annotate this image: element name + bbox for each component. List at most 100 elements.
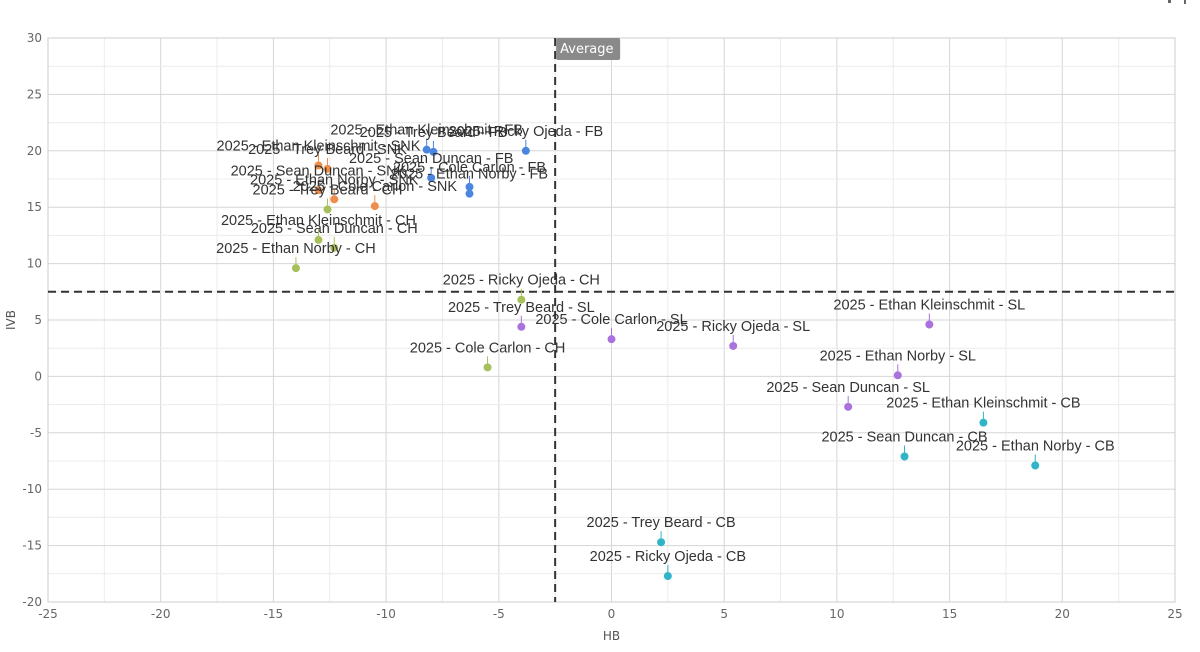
x-tick-label: 5 xyxy=(720,607,728,621)
y-tick-label: 10 xyxy=(27,257,42,271)
scatter-point[interactable] xyxy=(330,195,339,204)
point-label: 2025 - Ricky Ojeda - CH xyxy=(443,273,600,289)
scatter-point[interactable] xyxy=(729,341,738,350)
data-point-group: 2025 - Ethan Kleinschmit - SNK xyxy=(217,138,421,170)
point-label: 2025 - Trey Beard - CB xyxy=(587,515,736,531)
y-tick-label: 0 xyxy=(34,369,42,383)
scatter-point[interactable] xyxy=(517,295,526,304)
x-tick-label: -5 xyxy=(493,607,505,621)
data-point-group: 2025 - Trey Beard - SNK xyxy=(248,142,407,173)
scatter-point[interactable] xyxy=(323,164,332,173)
scatter-point[interactable] xyxy=(314,186,323,195)
data-point-group: 2025 - Sean Duncan - CH xyxy=(251,221,418,252)
y-tick-label: 15 xyxy=(27,200,42,214)
scatter-point[interactable] xyxy=(465,189,474,198)
point-label: 2025 - Ethan Norby - SNK xyxy=(250,172,419,188)
point-label: 2025 - Cole Carlon - FB xyxy=(393,160,546,176)
data-point-group: 2025 - Sean Duncan - CB xyxy=(821,429,988,461)
point-label: 2025 - Ethan Norby - SL xyxy=(820,348,976,364)
scatter-point[interactable] xyxy=(323,205,332,214)
scatter-point[interactable] xyxy=(900,452,909,461)
point-label: 2025 - Sean Duncan - CH xyxy=(251,221,418,237)
scatter-point[interactable] xyxy=(979,418,988,427)
x-tick-label: 10 xyxy=(829,607,844,621)
y-tick-label: 25 xyxy=(27,87,42,101)
scatter-point[interactable] xyxy=(427,173,436,182)
scatter-point[interactable] xyxy=(429,147,438,156)
data-point-group: 2025 - Ethan Norby - CB xyxy=(956,439,1115,470)
data-point-group: 2025 - Cole Carlon - CH xyxy=(410,340,565,372)
data-point-group: 2025 - Ethan Kleinschmit - CH xyxy=(221,213,416,244)
data-point-group: 2025 - Ethan Kleinschmit - SL xyxy=(833,298,1025,329)
scatter-point[interactable] xyxy=(483,363,492,372)
x-tick-label: 25 xyxy=(1167,607,1182,621)
point-label: 2025 - Ethan Kleinschmit - CB xyxy=(886,396,1080,412)
average-label: Average xyxy=(560,42,613,57)
data-point-group: 2025 - Trey Beard - FB xyxy=(360,125,507,156)
y-tick-label: -20 xyxy=(22,595,42,609)
y-axis-title: IVB xyxy=(4,310,18,330)
data-point-group: 2025 - Cole Carlon - SNK xyxy=(293,179,457,211)
point-label: 2025 - Ricky Ojeda - FB xyxy=(448,124,603,140)
average-label-badge: Average xyxy=(556,38,621,60)
x-tick-label: -25 xyxy=(38,607,58,621)
average-reference-lines: Average xyxy=(48,38,1175,602)
scatter-point[interactable] xyxy=(517,322,526,331)
scatter-point[interactable] xyxy=(521,146,530,155)
y-tick-label: 30 xyxy=(27,31,42,45)
point-label: 2025 - Sean Duncan - CB xyxy=(821,429,987,445)
data-point-group: 2025 - Ethan Norby - SL xyxy=(820,348,976,380)
data-point-group: 2025 - Ethan Norby - CH xyxy=(216,241,376,273)
x-tick-label: -15 xyxy=(264,607,284,621)
data-point-group: 2025 - Ethan Kleinschmit - FB xyxy=(330,123,523,154)
point-label: 2025 - Ethan Kleinschmit - FB xyxy=(330,123,523,139)
scatter-point[interactable] xyxy=(314,235,323,244)
data-point-group: 2025 - Sean Duncan - SL xyxy=(766,380,930,411)
data-point-group: 2025 - Sean Duncan - SNK xyxy=(231,163,407,195)
data-point-group: 2025 - Ethan Norby - SNK xyxy=(250,172,419,204)
y-tick-label: -10 xyxy=(22,482,42,496)
scatter-point[interactable] xyxy=(663,572,672,581)
x-tick-label: -20 xyxy=(151,607,171,621)
point-label: 2025 - Sean Duncan - SL xyxy=(766,380,930,396)
data-point-group: 2025 - Cole Carlon - FB xyxy=(393,160,546,191)
y-tick-label: -15 xyxy=(22,539,42,553)
point-label: 2025 - Ethan Norby - CH xyxy=(216,241,376,257)
data-point-group: 2025 - Ricky Ojeda - SL xyxy=(656,319,810,350)
x-tick-label: -10 xyxy=(376,607,396,621)
chart-menu-icon[interactable] xyxy=(1166,0,1190,8)
point-label: 2025 - Sean Duncan - SNK xyxy=(231,163,407,179)
scatter-point[interactable] xyxy=(422,145,431,154)
scatter-point[interactable] xyxy=(291,264,300,273)
data-point-group: 2025 - Ethan Kleinschmit - CB xyxy=(886,396,1081,427)
point-label: 2025 - Trey Beard - FB xyxy=(360,125,507,141)
y-tick-label: -5 xyxy=(30,426,42,440)
scatter-point[interactable] xyxy=(657,538,666,547)
point-label: 2025 - Ethan Norby - CB xyxy=(956,439,1115,455)
data-point-group: 2025 - Ricky Ojeda - CB xyxy=(590,549,746,581)
data-point-group: 2025 - Trey Beard - CH xyxy=(253,182,402,214)
point-label: 2025 - Ricky Ojeda - CB xyxy=(590,549,746,565)
point-label: 2025 - Trey Beard - SL xyxy=(448,300,595,316)
scatter-point[interactable] xyxy=(893,371,902,380)
x-tick-label: 0 xyxy=(608,607,616,621)
point-label: 2025 - Ethan Kleinschmit - SL xyxy=(833,298,1025,314)
data-point-group: 2025 - Sean Duncan - FB xyxy=(349,151,513,182)
scatter-point[interactable] xyxy=(370,202,379,211)
grid xyxy=(47,37,1176,603)
point-label: 2025 - Trey Beard - SNK xyxy=(248,142,407,158)
data-point-group: 2025 - Ricky Ojeda - FB xyxy=(448,124,603,155)
scatter-point[interactable] xyxy=(925,320,934,329)
scatter-point[interactable] xyxy=(607,335,616,344)
point-label: 2025 - Ethan Norby - FB xyxy=(391,167,548,183)
scatter-point[interactable] xyxy=(1031,461,1040,470)
scatter-point[interactable] xyxy=(844,402,853,411)
data-point-group: 2025 - Trey Beard - SL xyxy=(448,300,595,331)
axis-ticks: -25 -20 -15 -10 -5 0 5 10 15 20 25-20-15-10-505101… xyxy=(22,31,1182,621)
scatter-point[interactable] xyxy=(330,243,339,252)
point-label: 2025 - Ethan Kleinschmit - SNK xyxy=(217,138,421,154)
point-label: 2025 - Sean Duncan - FB xyxy=(349,151,513,167)
scatter-point[interactable] xyxy=(314,161,323,170)
